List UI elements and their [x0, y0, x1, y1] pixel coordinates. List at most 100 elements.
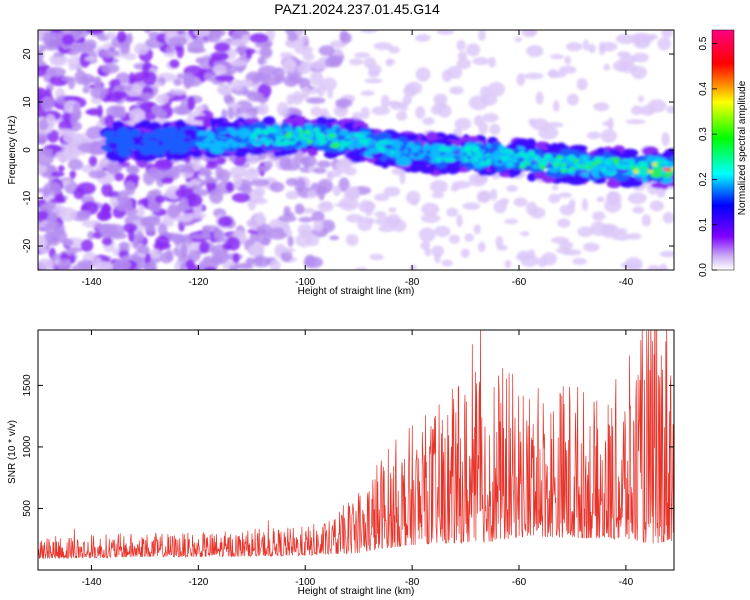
noise-blob — [429, 180, 448, 194]
noise-blob — [627, 192, 647, 205]
spectrogram-ytick-label: -10 — [22, 190, 33, 205]
noise-blob — [378, 225, 396, 233]
noise-blob — [58, 258, 72, 270]
noise-blob — [316, 160, 332, 168]
noise-blob — [433, 102, 448, 110]
noise-blob — [457, 51, 468, 61]
noise-blob — [514, 36, 522, 43]
noise-blob — [391, 219, 407, 232]
signal-blob — [567, 178, 585, 186]
noise-blob — [224, 95, 235, 105]
snr-xtick-label: -140 — [81, 577, 101, 588]
noise-blob — [165, 46, 175, 54]
signal-blob — [527, 150, 535, 158]
noise-blob — [159, 251, 174, 264]
noise-blob — [525, 201, 538, 216]
noise-blob — [124, 181, 136, 196]
noise-blob — [198, 241, 210, 254]
noise-blob — [473, 224, 481, 235]
noise-blob — [602, 120, 613, 127]
signal-blob — [171, 137, 183, 143]
noise-blob — [105, 31, 117, 39]
noise-blob — [590, 221, 607, 236]
signal-blob — [307, 147, 318, 157]
noise-blob — [254, 197, 268, 205]
noise-blob — [105, 92, 124, 102]
noise-blob — [603, 63, 610, 71]
signal-blob — [242, 133, 246, 139]
noise-blob — [179, 197, 189, 211]
noise-blob — [297, 64, 312, 75]
signal-blob — [458, 153, 465, 157]
noise-blob — [100, 63, 120, 74]
signal-blob — [652, 168, 658, 174]
noise-blob — [231, 79, 244, 91]
noise-blob — [450, 185, 460, 192]
signal-blob — [231, 130, 241, 135]
signal-blob — [384, 144, 393, 150]
noise-blob — [604, 198, 622, 213]
signal-blob — [215, 137, 224, 141]
noise-blob — [272, 67, 285, 80]
noise-blob — [61, 76, 75, 82]
noise-blob — [448, 234, 460, 244]
signal-blob — [138, 119, 152, 131]
signal-blob — [585, 165, 593, 169]
signal-blob — [344, 139, 350, 142]
noise-blob — [43, 181, 62, 196]
snr-series-line — [38, 330, 674, 560]
noise-blob — [442, 69, 453, 82]
noise-blob — [214, 229, 226, 243]
noise-blob — [229, 59, 247, 67]
noise-blob — [488, 56, 496, 68]
noise-blob — [229, 166, 247, 179]
noise-blob — [559, 204, 575, 216]
signal-blob — [582, 172, 590, 178]
signal-blob — [606, 178, 621, 189]
signal-blob — [109, 143, 118, 149]
signal-blob — [316, 116, 328, 126]
noise-blob — [79, 53, 91, 68]
signal-blob — [276, 134, 283, 137]
noise-blob — [639, 34, 654, 44]
signal-blob — [578, 162, 586, 165]
noise-blob — [504, 259, 512, 269]
signal-blob — [288, 134, 294, 139]
signal-blob — [619, 168, 628, 174]
snr-ytick-label: 1000 — [22, 435, 33, 458]
signal-blob — [453, 155, 462, 160]
signal-blob — [225, 140, 231, 146]
noise-blob — [168, 89, 188, 95]
signal-blob — [232, 136, 239, 142]
signal-blob — [267, 132, 275, 136]
signal-blob — [305, 137, 312, 140]
noise-blob — [285, 38, 304, 49]
noise-blob — [396, 111, 408, 121]
noise-blob — [320, 201, 333, 209]
noise-blob — [199, 69, 207, 83]
signal-blob — [633, 169, 639, 174]
noise-blob — [130, 76, 143, 83]
noise-blob — [545, 122, 564, 128]
noise-blob — [338, 177, 350, 192]
signal-blob — [299, 134, 304, 138]
colorbar-tick-label: 0.3 — [698, 127, 709, 141]
signal-blob — [118, 149, 132, 158]
noise-blob — [418, 227, 436, 243]
noise-blob — [631, 65, 647, 80]
signal-blob — [525, 138, 537, 149]
noise-blob — [306, 190, 317, 199]
signal-blob — [638, 168, 644, 173]
noise-blob — [354, 267, 368, 270]
colorbar-tick-label: 0.5 — [698, 36, 709, 50]
noise-blob — [466, 43, 481, 57]
noise-blob — [247, 91, 264, 102]
signal-blob — [396, 143, 401, 149]
signal-blob — [512, 162, 519, 165]
noise-blob — [596, 196, 605, 203]
signal-blob — [420, 156, 434, 162]
signal-blob — [403, 149, 409, 154]
signal-blob — [219, 143, 226, 148]
noise-blob — [454, 117, 472, 131]
